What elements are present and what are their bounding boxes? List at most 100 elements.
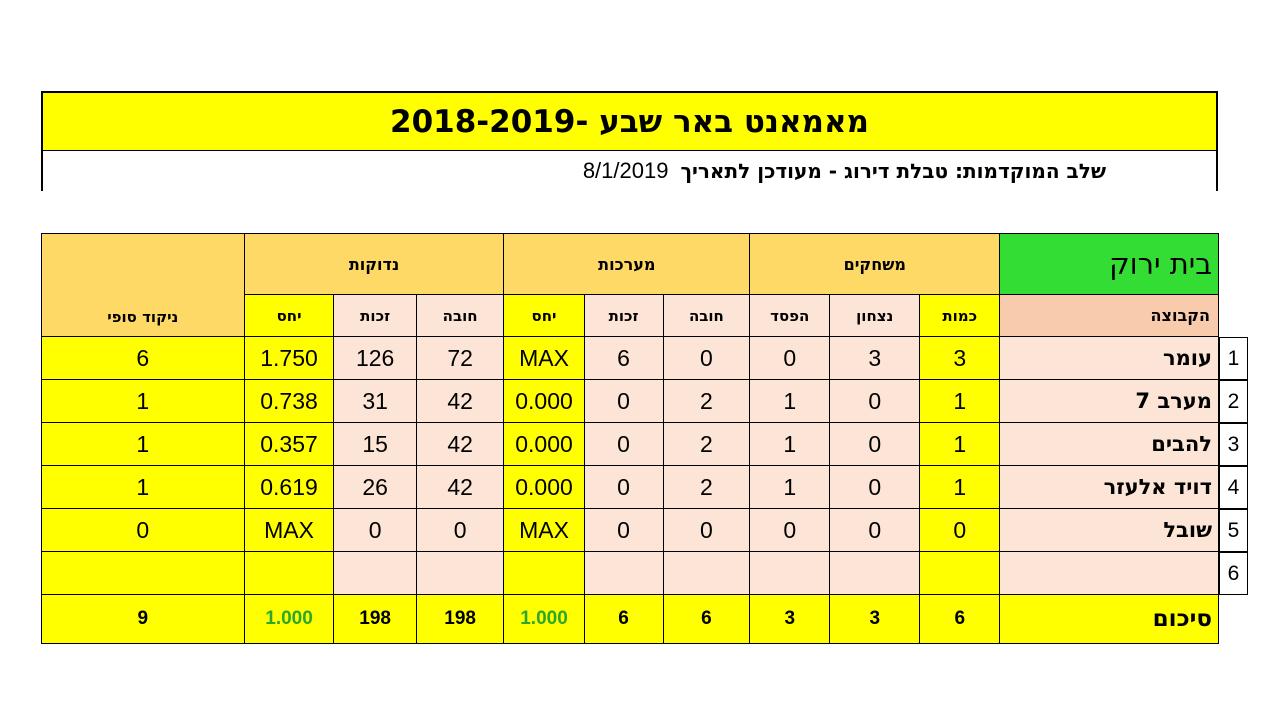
losses-cell[interactable]: 1 [749, 379, 831, 423]
pts-debt-cell[interactable] [415, 551, 505, 595]
wins-cell[interactable]: 0 [829, 465, 921, 509]
losses-cell[interactable]: 0 [749, 508, 831, 552]
col-header-pts-debt: חובה [415, 294, 505, 337]
summary-losses[interactable]: 3 [749, 594, 831, 644]
count-cell[interactable]: 1 [919, 379, 1001, 423]
wins-cell[interactable]: 0 [829, 422, 921, 466]
summary-wins[interactable]: 3 [829, 594, 921, 644]
sheet-title: מאמאנט באר שבע -2018-2019 [43, 93, 1216, 151]
wins-cell[interactable]: 0 [829, 379, 921, 423]
summary-pts-credit[interactable]: 198 [333, 594, 417, 644]
sets-credit-cell[interactable]: 0 [583, 508, 664, 552]
summary-sets-ratio[interactable]: 1.000 [503, 594, 585, 644]
sets-ratio-cell[interactable] [503, 551, 585, 595]
pts-credit-cell[interactable]: 126 [333, 336, 417, 380]
subtitle-text: שלב המוקדמות: טבלת דירוג - מעודכן לתאריך [680, 159, 1106, 183]
table-row: עומר 3 3 0 0 6 MAX 72 126 1.750 6 [41, 336, 1219, 380]
sets-debt-cell[interactable] [662, 551, 751, 595]
col-header-sets-debt: חובה [662, 294, 751, 337]
count-cell[interactable] [919, 551, 1001, 595]
sets-credit-cell[interactable] [583, 551, 664, 595]
group-header-sets: מערכות [503, 233, 751, 295]
rank-cell: 6 [1219, 552, 1248, 595]
table-row: מערב 7 1 0 1 2 0 0.000 42 31 0.738 1 [41, 379, 1219, 423]
pts-debt-cell[interactable]: 72 [415, 336, 505, 380]
final-score-cell[interactable] [41, 551, 245, 595]
col-header-wins: נצחון [829, 294, 921, 337]
col-header-count: כמות [919, 294, 1001, 337]
col-header-final: ניקוד סופי [41, 233, 245, 337]
pts-credit-cell[interactable]: 15 [333, 422, 417, 466]
rank-cell: 4 [1219, 466, 1248, 509]
pts-credit-cell[interactable]: 31 [333, 379, 417, 423]
losses-cell[interactable]: 1 [749, 465, 831, 509]
pts-credit-cell[interactable] [333, 551, 417, 595]
final-score-cell[interactable]: 6 [41, 336, 245, 380]
summary-label: סיכום [999, 594, 1219, 644]
sheet-header: מאמאנט באר שבע -2018-2019 שלב המוקדמות: … [41, 91, 1218, 191]
team-name[interactable] [999, 551, 1219, 595]
sets-debt-cell[interactable]: 2 [662, 465, 751, 509]
count-cell[interactable]: 1 [919, 422, 1001, 466]
sets-ratio-cell[interactable]: 0.000 [503, 465, 585, 509]
summary-sets-credit[interactable]: 6 [583, 594, 664, 644]
pts-debt-cell[interactable]: 42 [415, 465, 505, 509]
table-row: שובל 0 0 0 0 0 MAX 0 0 MAX 0 [41, 508, 1219, 552]
count-cell[interactable]: 3 [919, 336, 1001, 380]
team-name[interactable]: דויד אלעזר [999, 465, 1219, 509]
final-score-cell[interactable]: 1 [41, 465, 245, 509]
team-name[interactable]: להבים [999, 422, 1219, 466]
sets-credit-cell[interactable]: 6 [583, 336, 664, 380]
wins-cell[interactable] [829, 551, 921, 595]
group-name: בית ירוק [999, 233, 1219, 295]
sets-debt-cell[interactable]: 2 [662, 379, 751, 423]
summary-row: סיכום 6 3 3 6 6 1.000 198 198 1.000 9 [41, 594, 1219, 644]
col-header-team: הקבוצה [999, 294, 1219, 337]
update-date: 8/1/2019 [582, 158, 669, 183]
final-score-cell[interactable]: 1 [41, 422, 245, 466]
count-cell[interactable]: 1 [919, 465, 1001, 509]
wins-cell[interactable]: 3 [829, 336, 921, 380]
pts-ratio-cell[interactable]: 0.357 [243, 422, 335, 466]
final-score-cell[interactable]: 1 [41, 379, 245, 423]
pts-ratio-cell[interactable]: MAX [243, 508, 335, 552]
losses-cell[interactable]: 0 [749, 336, 831, 380]
group-header-games: משחקים [749, 233, 1001, 295]
final-score-cell[interactable]: 0 [41, 508, 245, 552]
summary-final[interactable]: 9 [41, 594, 245, 644]
team-name[interactable]: עומר [999, 336, 1219, 380]
team-name[interactable]: שובל [999, 508, 1219, 552]
pts-debt-cell[interactable]: 0 [415, 508, 505, 552]
wins-cell[interactable]: 0 [829, 508, 921, 552]
team-name[interactable]: מערב 7 [999, 379, 1219, 423]
sets-credit-cell[interactable]: 0 [583, 465, 664, 509]
sets-credit-cell[interactable]: 0 [583, 422, 664, 466]
col-header-losses: הפסד [749, 294, 831, 337]
sets-ratio-cell[interactable]: MAX [503, 336, 585, 380]
pts-ratio-cell[interactable] [243, 551, 335, 595]
sets-ratio-cell[interactable]: 0.000 [503, 379, 585, 423]
pts-credit-cell[interactable]: 26 [333, 465, 417, 509]
sets-debt-cell[interactable]: 2 [662, 422, 751, 466]
summary-pts-debt[interactable]: 198 [415, 594, 505, 644]
pts-ratio-cell[interactable]: 1.750 [243, 336, 335, 380]
summary-sets-debt[interactable]: 6 [662, 594, 751, 644]
pts-debt-cell[interactable]: 42 [415, 379, 505, 423]
table-row: דויד אלעזר 1 0 1 2 0 0.000 42 26 0.619 1 [41, 465, 1219, 509]
pts-ratio-cell[interactable]: 0.738 [243, 379, 335, 423]
pts-debt-cell[interactable]: 42 [415, 422, 505, 466]
losses-cell[interactable] [749, 551, 831, 595]
sets-debt-cell[interactable]: 0 [662, 508, 751, 552]
summary-pts-ratio[interactable]: 1.000 [243, 594, 335, 644]
standings-table: בית ירוק משחקים מערכות נדוקות ניקוד סופי… [41, 233, 1219, 644]
losses-cell[interactable]: 1 [749, 422, 831, 466]
sets-debt-cell[interactable]: 0 [662, 336, 751, 380]
pts-ratio-cell[interactable]: 0.619 [243, 465, 335, 509]
pts-credit-cell[interactable]: 0 [333, 508, 417, 552]
summary-count[interactable]: 6 [919, 594, 1001, 644]
sets-credit-cell[interactable]: 0 [583, 379, 664, 423]
count-cell[interactable]: 0 [919, 508, 1001, 552]
sets-ratio-cell[interactable]: 0.000 [503, 422, 585, 466]
col-header-pts-ratio: יחס [243, 294, 335, 337]
sets-ratio-cell[interactable]: MAX [503, 508, 585, 552]
